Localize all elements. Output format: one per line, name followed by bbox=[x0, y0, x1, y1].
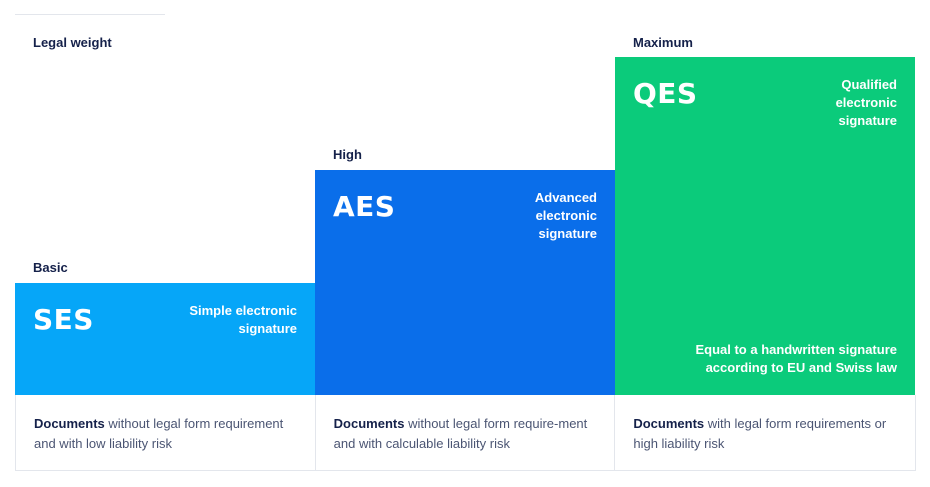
qes-description: Documents with legal form requirements o… bbox=[615, 395, 915, 470]
level-label-maximum: Maximum bbox=[633, 35, 693, 50]
aes-full-name: Advanced electronic signature bbox=[534, 190, 597, 241]
ses-description: Documents without legal form requirement… bbox=[16, 395, 316, 470]
level-label-high: High bbox=[333, 147, 362, 162]
qes-description-text: with legal form requirements or high lia… bbox=[633, 416, 887, 451]
aes-description-bold: Documents bbox=[333, 416, 405, 431]
ses-description-text: without legal form requirement and with … bbox=[34, 416, 284, 451]
ses-abbreviation: SES bbox=[33, 303, 94, 336]
aes-description-text: without legal form require-ment and with… bbox=[333, 416, 588, 451]
level-label-basic: Basic bbox=[33, 260, 68, 275]
ses-full-name: Simple electronic signature bbox=[189, 303, 297, 336]
aes-description: Documents without legal form require-men… bbox=[316, 395, 616, 470]
qes-abbreviation: QES bbox=[633, 77, 698, 110]
description-row: Documents without legal form requirement… bbox=[15, 395, 916, 471]
qes-full-name: Qualified electronic signature bbox=[835, 77, 897, 128]
qes-block: QES Qualified electronic signature Equal… bbox=[615, 57, 915, 395]
qes-description-bold: Documents bbox=[633, 416, 705, 431]
aes-block: AES Advanced electronic signature bbox=[315, 170, 615, 395]
qes-equivalence-note: Equal to a handwritten signature accordi… bbox=[695, 342, 897, 375]
aes-abbreviation: AES bbox=[333, 190, 396, 223]
top-divider bbox=[15, 14, 165, 15]
legal-weight-heading: Legal weight bbox=[33, 35, 112, 50]
ses-description-bold: Documents bbox=[34, 416, 105, 431]
ses-block: SES Simple electronic signature bbox=[15, 283, 315, 395]
